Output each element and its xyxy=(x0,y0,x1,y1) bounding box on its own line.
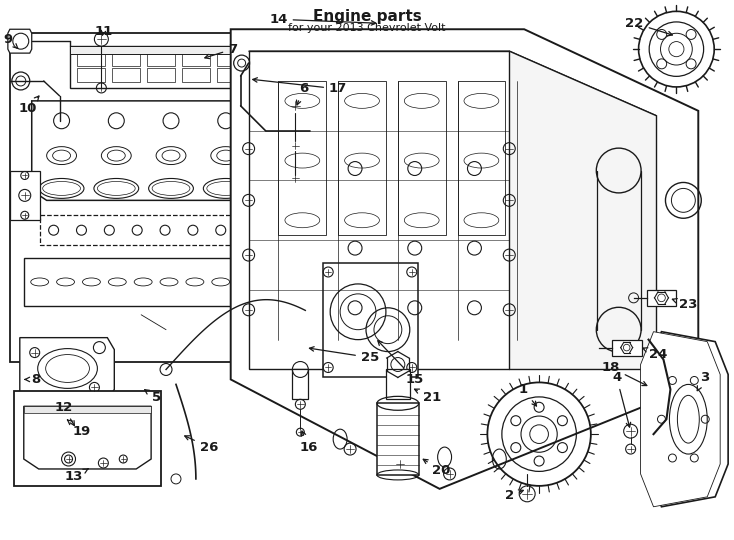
Bar xyxy=(78,68,106,82)
Bar xyxy=(647,290,677,306)
Bar xyxy=(457,81,505,235)
Polygon shape xyxy=(23,406,151,469)
Bar xyxy=(147,68,175,82)
Text: 2: 2 xyxy=(505,489,523,502)
Text: 8: 8 xyxy=(25,373,40,386)
Bar xyxy=(398,81,446,235)
Text: 10: 10 xyxy=(18,96,39,116)
Bar xyxy=(78,51,106,66)
Bar xyxy=(70,46,253,88)
Bar xyxy=(70,46,253,54)
Bar xyxy=(377,403,418,475)
Bar xyxy=(182,68,210,82)
Text: 21: 21 xyxy=(415,389,441,404)
Bar xyxy=(14,392,161,486)
Bar xyxy=(40,215,249,245)
Bar xyxy=(278,81,326,235)
Text: 3: 3 xyxy=(697,371,709,390)
Bar xyxy=(112,51,140,66)
Text: 5: 5 xyxy=(145,390,161,404)
Text: 6: 6 xyxy=(297,83,308,105)
Bar xyxy=(338,81,386,235)
Text: 25: 25 xyxy=(310,347,379,364)
Text: 22: 22 xyxy=(625,17,672,36)
Bar xyxy=(292,369,308,400)
Polygon shape xyxy=(641,332,720,507)
Bar xyxy=(147,51,175,66)
Text: 19: 19 xyxy=(68,420,90,437)
Polygon shape xyxy=(32,101,252,200)
Text: Engine parts: Engine parts xyxy=(313,9,421,24)
Bar xyxy=(217,51,244,66)
Bar xyxy=(217,68,244,82)
Text: 14: 14 xyxy=(269,13,376,26)
Text: 13: 13 xyxy=(65,469,88,483)
Text: 16: 16 xyxy=(299,431,318,454)
Bar xyxy=(323,263,418,377)
Polygon shape xyxy=(249,51,656,116)
Bar xyxy=(386,369,410,400)
Polygon shape xyxy=(249,51,509,369)
Text: for your 2013 Chevrolet Volt: for your 2013 Chevrolet Volt xyxy=(288,23,446,33)
Polygon shape xyxy=(230,29,698,489)
Bar xyxy=(611,340,642,355)
Bar xyxy=(112,68,140,82)
Text: 20: 20 xyxy=(424,460,451,477)
Polygon shape xyxy=(23,406,151,413)
Bar xyxy=(23,258,250,306)
Polygon shape xyxy=(649,332,728,507)
Text: 1: 1 xyxy=(519,383,537,406)
Text: 7: 7 xyxy=(205,43,237,59)
Text: 23: 23 xyxy=(672,298,697,312)
Polygon shape xyxy=(10,171,40,220)
Text: 18: 18 xyxy=(602,361,647,386)
Bar xyxy=(182,51,210,66)
Text: 12: 12 xyxy=(54,401,74,426)
Text: 17: 17 xyxy=(252,78,347,96)
Polygon shape xyxy=(509,51,656,369)
Text: 24: 24 xyxy=(643,348,668,361)
Text: 15: 15 xyxy=(378,341,424,386)
Text: 4: 4 xyxy=(612,371,631,427)
Polygon shape xyxy=(8,29,32,53)
Bar xyxy=(10,33,269,361)
Polygon shape xyxy=(20,338,115,400)
Text: 26: 26 xyxy=(185,436,218,454)
Text: 11: 11 xyxy=(94,25,112,38)
Text: 9: 9 xyxy=(3,33,18,49)
